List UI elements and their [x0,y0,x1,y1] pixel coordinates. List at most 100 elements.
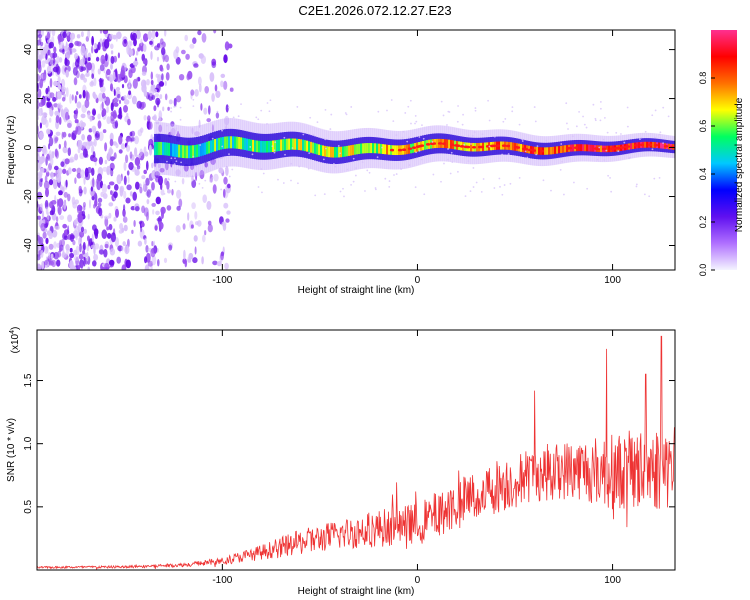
spectrogram-faint-cell [316,121,319,124]
spectrogram-faint-cell [312,133,315,136]
spectrogram-noise-cell [123,105,128,113]
spectrogram-noise-cell [129,151,133,159]
spectrogram-noise-cell [175,46,180,54]
spectrogram-noise-cell [54,137,58,144]
figure-title: C2E1.2026.072.12.27.E23 [298,3,451,18]
spectrogram-faint-cell [406,140,409,143]
spectrogram-band-core [354,144,357,155]
spectrogram-band-core [280,139,283,151]
spectrogram-band-core [364,143,367,154]
spectrogram-noise-cell [37,263,42,270]
spectrogram-noise-cell [55,115,60,124]
spectrogram-faint-cell [511,110,514,113]
spectrogram-noise-cell [109,138,114,147]
spectrogram-noise-cell [125,154,129,164]
spectrogram-noise-cell [48,133,52,138]
spectrogram-noise-cell [76,101,82,109]
spectrogram-band-core [558,146,561,154]
spectrogram-faint-cell [309,116,312,119]
spectrogram-noise-cell [123,209,126,217]
spectrogram-band-core [220,137,223,150]
spectrogram-band-core [156,141,159,156]
spectrogram-noise-cell [92,260,97,267]
spectrogram-noise-cell [39,168,45,173]
spectrogram-noise-cell [215,90,221,99]
spectrogram-faint-cell [640,136,643,139]
spectrogram-noise-cell [161,47,166,56]
spectrogram-noise-cell [189,43,195,49]
spectrogram-faint-cell [400,168,403,170]
spectrogram-peak-cell [663,144,669,148]
spectrogram-noise-cell [224,262,229,270]
spectrogram-faint-cell [423,193,426,196]
spectrogram-faint-cell [442,114,445,117]
spectrogram-noise-cell [94,232,99,240]
spectrogram-band-core [512,142,515,151]
spectrogram-noise-cell [101,183,107,194]
spectrogram-noise-cell [132,78,138,89]
spectrogram-faint-cell [163,193,166,195]
spectrogram-faint-cell [586,187,589,190]
spectrogram-faint-cell [617,150,620,153]
colorbar-label: Normalized spectral amplitude [734,97,745,232]
spectrogram-noise-cell [107,184,111,190]
spectrogram-noise-cell [220,80,224,88]
spectrogram-faint-cell [599,107,602,110]
spectrogram-noise-cell [194,246,197,255]
spectrogram-band-core [374,143,377,154]
spectrogram-noise-cell [102,30,109,35]
spectrogram-noise-cell [134,169,140,176]
spectrogram-noise-cell [175,95,182,103]
spectrogram-noise-cell [176,205,181,211]
spectrogram-faint-cell [578,110,580,113]
spectrogram-faint-cell [178,173,181,176]
spectrogram-band-core [572,144,575,152]
spectrogram-noise-cell [37,234,41,241]
spectrogram-faint-cell [168,178,170,181]
spectrogram-peak-cell [411,146,417,149]
spectrogram-faint-cell [572,181,575,184]
spectrogram-noise-cell [225,218,230,223]
spectrogram-noise-cell [128,69,133,79]
spectrogram-band-core [200,143,203,157]
spectrogram-faint-cell [609,177,611,179]
spectrogram-noise-cell [78,94,82,99]
spectrogram-faint-cell [469,190,472,193]
spectrogram-faint-cell [339,152,341,155]
spectrogram-noise-cell [216,261,222,267]
spectrogram-band-core [276,139,279,152]
spectrogram-band-core [588,144,591,152]
spectrogram-noise-cell [74,95,78,104]
spectrogram-noise-cell [146,211,149,221]
spectrogram-band-core [284,138,287,151]
spectrogram-noise-cell [223,80,228,90]
spectrogram-faint-cell [324,108,327,111]
spectrogram-noise-cell [155,196,161,205]
spectrogram-faint-cell [260,109,263,112]
spectrogram-noise-cell [115,143,119,149]
spectrogram-noise-cell [158,81,165,87]
spectrogram-band-core [608,145,611,153]
spectrogram-band-core [182,145,185,159]
spectrogram-faint-cell [392,120,395,123]
spectrogram-faint-cell [449,172,452,175]
spectrogram-band-core [346,145,349,157]
spectrogram-peak-cell [479,145,485,149]
spectrogram-noise-cell [144,238,147,245]
spectrogram-band-core [282,139,285,151]
spectrogram-noise-cell [221,221,227,227]
spectrogram-noise-cell [151,30,156,40]
spectrogram-noise-cell [194,131,200,137]
spectrogram-noise-cell [40,97,46,106]
spectrogram-noise-cell [98,156,103,165]
spectrogram-faint-cell [651,148,654,151]
spectrogram-faint-cell [334,165,337,168]
spectrogram-noise-cell [194,211,198,220]
spectrogram-noise-cell [142,181,146,191]
spectrogram-faint-cell [283,136,286,139]
spectrogram-faint-cell [474,107,477,109]
spectrogram-faint-cell [284,153,286,156]
spectrogram-noise-cell [137,76,141,82]
spectrogram-noise-cell [87,112,91,119]
spectrogram-noise-cell [110,156,115,162]
